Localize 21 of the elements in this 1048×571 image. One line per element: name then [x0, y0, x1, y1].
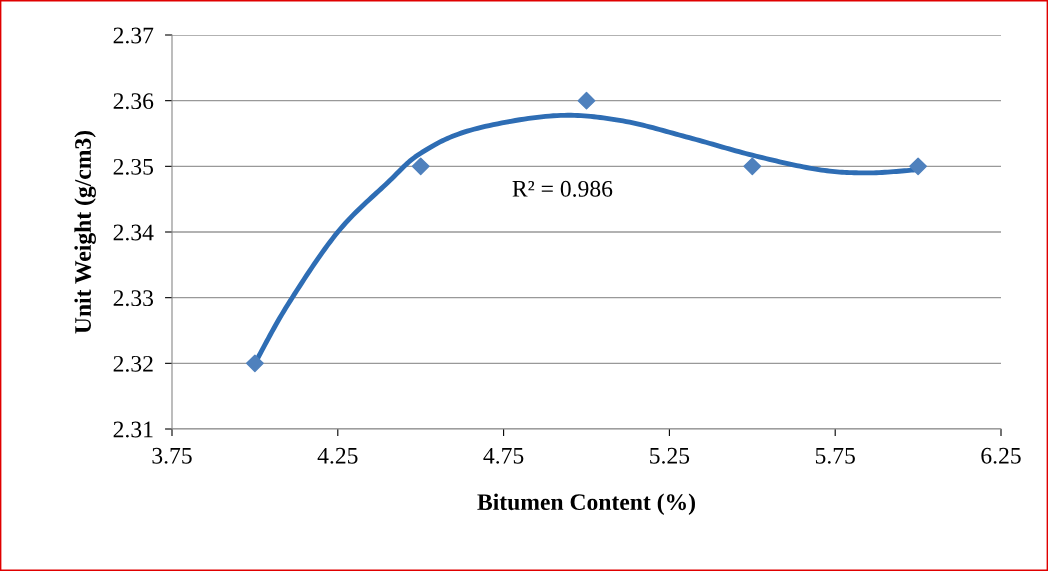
y-tick-label: 2.32 — [113, 355, 153, 372]
x-tick-label: 5.75 — [815, 447, 855, 464]
x-tick-label: 4.25 — [317, 447, 358, 464]
x-axis-title: Bitumen Content (%) — [477, 493, 695, 515]
point — [909, 157, 928, 176]
annotation: R² = 0.986 — [512, 180, 613, 197]
y-tick-label: 2.37 — [113, 27, 154, 44]
y-tick-label: 2.35 — [113, 158, 154, 175]
y-tick-label: 2.36 — [113, 93, 154, 110]
point — [743, 157, 762, 176]
x-tick-label: 5.25 — [650, 447, 690, 464]
point — [411, 157, 430, 176]
x-tick-label: 4.75 — [483, 447, 524, 464]
y-tick-label: 2.31 — [113, 421, 153, 438]
y-tick-label: 2.34 — [113, 224, 154, 241]
x-tick-label: 6.25 — [981, 447, 1021, 464]
point — [245, 354, 264, 373]
y-axis-title: Unit Weight (g/cm3) — [74, 130, 96, 334]
y-tick-label: 2.33 — [113, 290, 154, 307]
x-tick-label: 3.75 — [152, 447, 192, 464]
point — [577, 91, 596, 110]
